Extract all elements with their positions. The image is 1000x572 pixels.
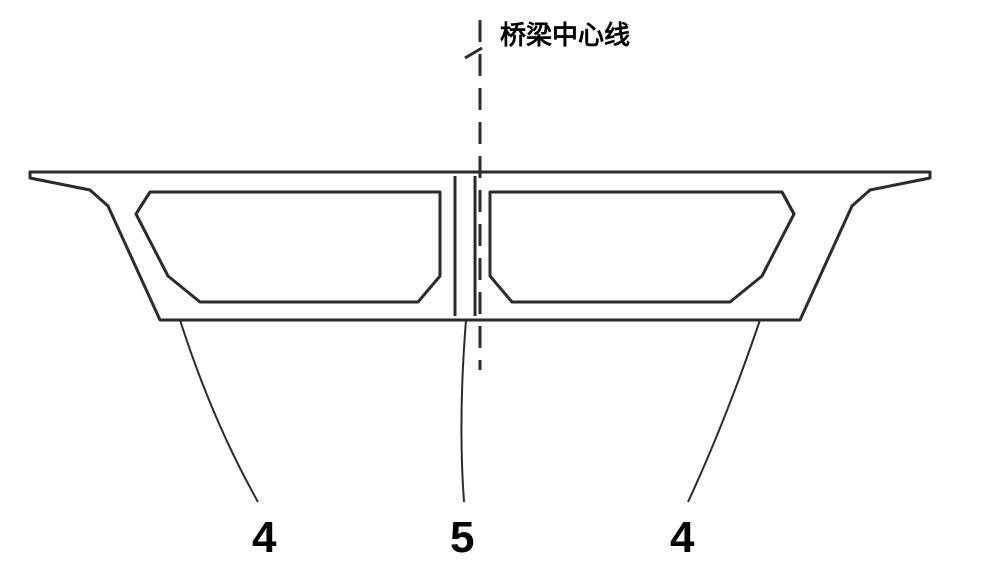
right-cavity — [490, 192, 794, 302]
leader-5 — [461, 320, 466, 502]
leader-4-left — [180, 320, 258, 502]
label-5: 5 — [450, 513, 474, 562]
centerline-label: 桥梁中心线 — [500, 21, 630, 50]
right-cavity-chamfer — [782, 192, 794, 214]
leaders — [180, 320, 760, 502]
label-4-left: 4 — [252, 513, 277, 562]
label-4-right: 4 — [670, 513, 695, 562]
left-cavity-chamfer — [136, 192, 150, 214]
leader-4-right — [688, 320, 760, 502]
center-web — [455, 176, 475, 316]
left-cavity — [136, 192, 440, 302]
